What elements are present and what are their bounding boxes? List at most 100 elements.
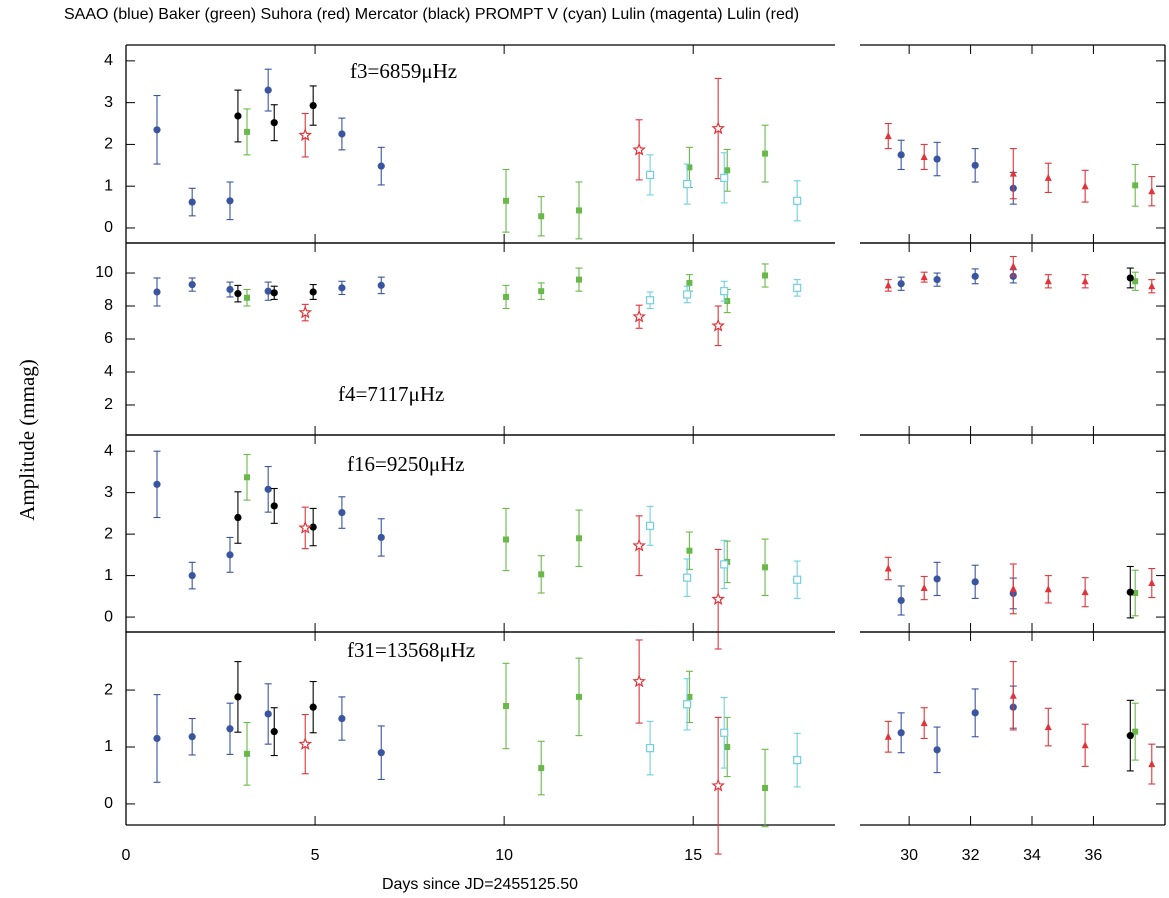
data-point [971,272,979,280]
data-point [683,290,692,299]
data-point [377,749,385,757]
data-point [1009,169,1017,177]
data-point [683,573,692,582]
data-point [264,86,272,94]
data-point [338,130,346,138]
data-point [538,765,545,772]
data-point [244,750,251,757]
data-point [711,121,725,135]
x-tick-label: 30 [900,847,918,864]
data-point [1126,588,1134,596]
y-tick-label: 3 [104,94,113,111]
data-point [1132,278,1139,285]
data-point [576,276,583,283]
data-point [1044,723,1052,731]
data-point [298,520,313,534]
data-point [711,778,725,792]
data-point [686,164,693,171]
data-point [1081,277,1089,285]
data-point [686,547,693,554]
data-point [971,709,979,717]
data-point [298,305,313,319]
data-point [645,744,655,753]
data-point [762,784,769,791]
data-point [720,728,729,737]
data-point [1126,732,1134,740]
data-point [226,285,234,294]
data-point [897,729,905,737]
data-point [538,288,545,295]
x-tick-label: 32 [962,847,980,864]
data-point [270,728,278,736]
data-point [683,700,692,709]
y-tick-label: 8 [104,297,113,314]
data-point [576,207,583,214]
data-point [793,755,802,765]
data-point [1132,590,1139,597]
x-tick-label: 15 [684,847,702,864]
data-point [762,150,769,157]
data-point [188,280,196,289]
data-point [711,318,726,332]
data-point [264,485,272,493]
data-point [711,592,725,606]
data-point [1009,262,1017,270]
data-point [377,281,385,289]
data-point [1044,585,1052,593]
data-point [645,521,655,530]
data-point [338,284,346,292]
annotation: f3=6859μHz [350,59,457,83]
x-tick-label: 34 [1023,847,1041,864]
y-tick-label: 0 [104,795,113,812]
data-point [1009,584,1017,592]
data-point [793,575,802,584]
data-point [309,288,317,296]
data-point [720,560,729,569]
data-point [724,167,731,174]
data-point [920,584,928,592]
data-point [1044,277,1052,285]
data-point [920,152,928,160]
data-point [188,733,196,741]
data-point [264,287,272,295]
data-point [234,693,242,701]
data-point [503,197,510,204]
data-point [724,744,731,751]
y-tick-label: 3 [104,484,113,501]
data-point [188,571,196,580]
data-point [897,151,905,159]
data-point [1044,173,1052,181]
data-point [234,112,242,120]
data-point [226,197,234,205]
data-point [933,746,941,754]
chart-title: SAAO (blue) Baker (green) Suhora (red) M… [64,6,799,23]
data-point [1132,728,1139,735]
data-point [632,674,646,688]
y-tick-label: 4 [104,52,113,69]
data-point [576,693,583,700]
data-point [270,119,278,127]
x-axis-label: Days since JD=2455125.50 [382,876,578,893]
data-point [377,162,385,170]
data-point [632,309,646,323]
data-point [188,198,196,206]
data-point [153,734,161,743]
data-point [338,508,346,517]
data-point [244,128,251,135]
y-tick-label: 4 [104,442,113,459]
data-point [720,287,729,296]
data-point [377,533,385,542]
data-point [632,142,646,156]
data-point [503,536,510,543]
y-tick-label: 2 [104,525,113,542]
data-point [793,196,802,205]
data-point [920,273,928,281]
data-point [538,213,545,220]
data-point [1148,579,1156,587]
annotation: f4=7117μHz [338,382,444,406]
data-point [538,571,545,578]
data-point [933,155,941,163]
data-point [884,564,892,572]
x-tick-label: 36 [1085,847,1103,864]
